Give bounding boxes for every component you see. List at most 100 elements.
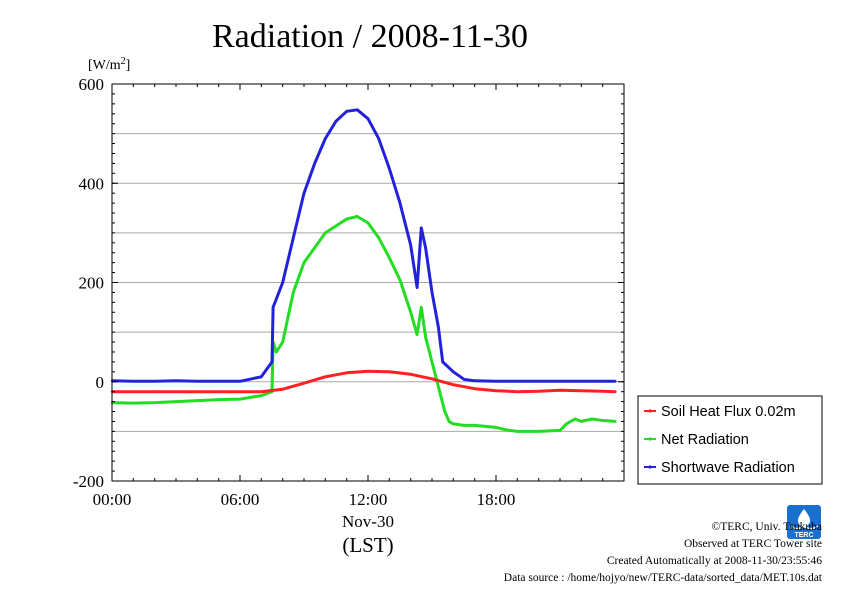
data-point — [324, 375, 327, 378]
data-point — [398, 201, 402, 205]
data-point — [462, 424, 466, 427]
data-point — [388, 256, 391, 259]
data-point — [366, 221, 370, 225]
data-point — [452, 370, 455, 373]
data-point — [217, 398, 220, 401]
data-point — [516, 380, 519, 383]
drop-icon — [797, 509, 811, 528]
data-point — [174, 379, 178, 382]
data-point — [494, 389, 498, 392]
legend-marker — [648, 409, 652, 413]
data-point — [271, 306, 275, 309]
data-point — [452, 383, 455, 386]
legend-box — [637, 395, 823, 485]
y-tick-label: -200 — [73, 472, 104, 491]
data-point — [238, 380, 242, 383]
data-point — [505, 428, 508, 432]
data-point — [153, 380, 156, 383]
x-tick-label: 06:00 — [221, 490, 260, 509]
data-point — [356, 215, 359, 218]
y-axis-ticks: 600 400 200 0 -200 — [73, 75, 624, 491]
logo-text: TERC — [794, 532, 813, 539]
data-point — [292, 236, 295, 239]
data-point — [377, 236, 380, 239]
data-point — [537, 380, 540, 383]
data-point — [334, 120, 338, 123]
source-text: Data source : /home/hojyo/new/TERC-data/… — [503, 572, 822, 584]
data-point — [238, 390, 242, 393]
series-lines — [110, 108, 617, 433]
x-tick-label: 12:00 — [349, 490, 388, 509]
data-point — [601, 380, 604, 383]
observed-text: Observed at TERC Tower site — [683, 538, 822, 550]
data-point — [324, 137, 327, 140]
data-point — [260, 390, 263, 393]
data-point — [494, 380, 498, 383]
data-point — [420, 226, 423, 230]
data-point — [473, 424, 476, 427]
data-point — [430, 377, 434, 380]
chart-title: Radiation / 2008-11-30 — [212, 18, 528, 55]
y-tick-label: 0 — [96, 373, 105, 392]
series-line — [111, 215, 616, 433]
data-point — [580, 380, 583, 383]
x-axis-ticks: 00:00 06:00 12:00 18:00 — [93, 84, 625, 509]
data-point — [494, 426, 498, 429]
created-text: Created Automatically at 2008-11-30/23:5… — [606, 555, 822, 567]
data-point — [388, 167, 391, 170]
data-point — [345, 371, 348, 374]
data-point — [132, 401, 135, 405]
data-point — [558, 389, 562, 392]
data-point — [537, 390, 540, 393]
data-point — [473, 387, 476, 390]
gridlines — [112, 133, 624, 432]
data-point — [345, 217, 348, 221]
data-point — [443, 410, 446, 413]
legend-marker — [648, 465, 652, 469]
data-point — [614, 380, 617, 383]
y-axis-label: [W/m2] — [88, 56, 130, 73]
data-point — [430, 360, 434, 364]
y-tick-label: 600 — [79, 75, 105, 94]
data-point — [516, 390, 519, 393]
data-point — [484, 425, 487, 428]
legend-label: Net Radiation — [661, 432, 749, 448]
data-point — [302, 192, 306, 195]
data-point — [516, 430, 519, 433]
legend: Soil Heat Flux 0.02m Net Radiation Shortwa… — [637, 395, 823, 485]
data-point — [447, 420, 451, 423]
data-point — [366, 117, 370, 120]
legend-marker — [648, 437, 652, 441]
data-point — [196, 380, 199, 383]
data-point — [281, 388, 284, 391]
data-point — [281, 340, 284, 344]
data-point — [356, 108, 359, 112]
data-point — [196, 399, 199, 402]
data-point — [238, 397, 242, 401]
y-tick-label: 400 — [79, 174, 105, 193]
data-point — [537, 430, 540, 433]
data-point — [565, 422, 568, 426]
data-point — [196, 390, 199, 393]
data-point — [573, 417, 577, 421]
data-point — [462, 378, 466, 381]
data-point — [424, 335, 427, 339]
data-point — [132, 380, 135, 383]
data-point — [324, 231, 327, 235]
terc-logo: TERC — [787, 505, 821, 539]
wave-icon — [789, 525, 819, 530]
data-point — [424, 246, 427, 249]
legend-label: Soil Heat Flux 0.02m — [661, 404, 796, 420]
x-tick-label: 00:00 — [93, 490, 132, 509]
data-point — [260, 394, 263, 397]
data-point — [415, 333, 419, 336]
data-point — [614, 420, 617, 423]
data-point — [473, 379, 476, 382]
data-point — [217, 380, 220, 383]
data-point — [580, 420, 583, 423]
data-point — [153, 401, 156, 404]
data-point — [409, 311, 412, 314]
data-point — [590, 417, 594, 421]
data-point — [275, 350, 278, 354]
